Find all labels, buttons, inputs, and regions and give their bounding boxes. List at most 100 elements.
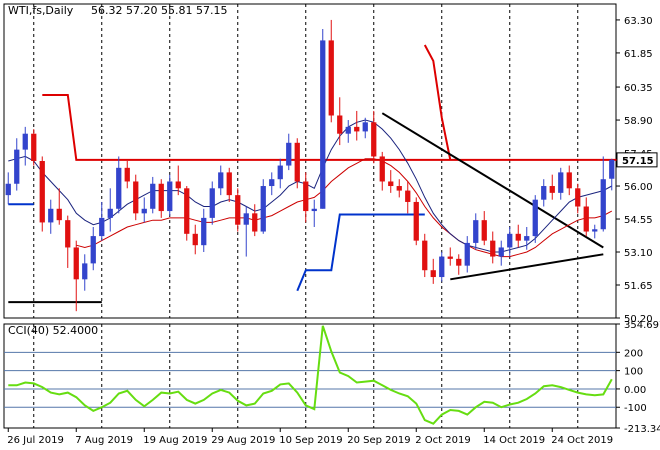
date-tick-label: 7 Aug 2019 bbox=[75, 435, 133, 446]
candle bbox=[524, 226, 530, 250]
cci-title: CCI(40) 52.4000 bbox=[8, 324, 98, 337]
cci-tick-label: -213.340 bbox=[624, 424, 660, 435]
candle-body bbox=[515, 233, 521, 241]
cci-tick-label: -100 bbox=[624, 403, 647, 414]
candle-body bbox=[532, 199, 538, 237]
candle bbox=[396, 179, 402, 198]
main-overlays bbox=[8, 44, 621, 304]
price-tick-label: 54.55 bbox=[624, 215, 653, 226]
candle-body bbox=[73, 247, 79, 280]
date-tick-label: 24 Oct 2019 bbox=[551, 435, 613, 446]
candle-body bbox=[252, 213, 258, 232]
candle-body bbox=[405, 190, 411, 202]
candle bbox=[405, 181, 411, 214]
candle-body bbox=[14, 149, 20, 184]
candle-body bbox=[286, 142, 292, 166]
candle bbox=[456, 254, 462, 275]
candle bbox=[218, 165, 224, 196]
candle bbox=[269, 172, 275, 196]
candle-body bbox=[303, 181, 309, 212]
candle-body bbox=[583, 206, 589, 232]
candle-body bbox=[5, 183, 11, 196]
candle-body bbox=[362, 122, 368, 132]
candle bbox=[549, 174, 555, 200]
candle bbox=[498, 240, 504, 266]
candle bbox=[99, 201, 105, 241]
candle-body bbox=[277, 165, 283, 180]
candle bbox=[354, 110, 360, 141]
candle bbox=[39, 156, 45, 232]
candle bbox=[107, 188, 113, 232]
candle bbox=[201, 208, 207, 253]
candle-body bbox=[48, 208, 54, 223]
candle bbox=[192, 224, 198, 255]
candle-body bbox=[549, 186, 555, 193]
price-tick-label: 60.35 bbox=[624, 83, 653, 94]
price-axis: 63.3061.8560.3558.9057.4556.0054.5553.10… bbox=[616, 16, 658, 325]
candle bbox=[5, 172, 11, 205]
candle-body bbox=[31, 133, 37, 161]
candle-body bbox=[422, 240, 428, 271]
candle bbox=[490, 231, 496, 264]
candle-body bbox=[90, 236, 96, 264]
candle bbox=[328, 19, 334, 123]
candle-body bbox=[218, 172, 224, 189]
candle bbox=[464, 236, 470, 273]
date-tick-label: 14 Oct 2019 bbox=[483, 435, 545, 446]
date-tick-label: 29 Aug 2019 bbox=[211, 435, 275, 446]
candle bbox=[430, 258, 436, 284]
price-tick-label: 56.00 bbox=[624, 182, 653, 193]
candle-body bbox=[133, 181, 139, 214]
candle bbox=[422, 233, 428, 278]
chart-ohlc-header: 56.32 57.20 55.81 57.15 bbox=[91, 4, 227, 17]
rising-trendline-line bbox=[450, 253, 604, 281]
candle bbox=[277, 158, 283, 189]
candle bbox=[575, 183, 581, 214]
candle bbox=[286, 133, 292, 171]
candle-body bbox=[456, 258, 462, 266]
candle bbox=[303, 172, 309, 223]
date-tick-label: 10 Sep 2019 bbox=[279, 435, 342, 446]
candle bbox=[141, 197, 147, 223]
candle-body bbox=[320, 40, 326, 209]
candle bbox=[226, 167, 232, 202]
candle-body bbox=[141, 208, 147, 214]
candle-body bbox=[150, 183, 156, 209]
candle-body bbox=[184, 188, 190, 234]
candle-body bbox=[388, 181, 394, 187]
cci-series-line bbox=[8, 325, 613, 425]
candle-body bbox=[524, 236, 530, 241]
price-tick-label: 53.10 bbox=[624, 248, 653, 259]
falling-trendline-line bbox=[381, 112, 604, 249]
candle bbox=[73, 240, 79, 312]
candles bbox=[5, 19, 615, 312]
support-steps-line bbox=[296, 213, 425, 292]
candle-body bbox=[337, 115, 343, 134]
candle bbox=[481, 211, 487, 246]
candle-body bbox=[226, 172, 232, 196]
candle-body bbox=[209, 188, 215, 218]
candle-body bbox=[439, 256, 445, 278]
candle bbox=[541, 179, 547, 207]
cci-grid bbox=[3, 323, 617, 429]
price-tick-label: 63.30 bbox=[624, 16, 653, 27]
candle bbox=[167, 174, 173, 216]
candle-body bbox=[566, 172, 572, 189]
candle-body bbox=[413, 201, 419, 241]
candle bbox=[439, 252, 445, 282]
date-tick-label: 20 Sep 2019 bbox=[347, 435, 410, 446]
candle-body bbox=[107, 208, 113, 218]
candle bbox=[592, 224, 598, 239]
candle bbox=[65, 215, 71, 268]
candle-body bbox=[473, 220, 479, 243]
candle-body bbox=[600, 179, 606, 230]
candle-body bbox=[354, 126, 360, 132]
candle-body bbox=[269, 179, 275, 187]
cci-axis: 354.6973 200 100 0.00 -100 -213.340 bbox=[616, 320, 660, 435]
candle-body bbox=[464, 242, 470, 266]
cci-tick-label: 0.00 bbox=[624, 385, 646, 396]
date-tick-label: 19 Aug 2019 bbox=[143, 435, 207, 446]
candle bbox=[14, 138, 20, 191]
price-tick-label: 50.20 bbox=[624, 314, 653, 325]
candle-body bbox=[371, 122, 377, 157]
